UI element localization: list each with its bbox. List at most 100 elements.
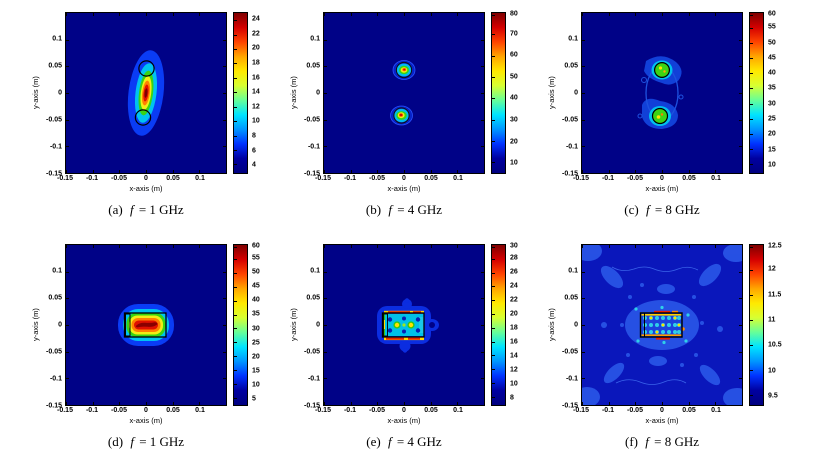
colorbar-gradient (492, 245, 505, 405)
x-tick-mark (66, 402, 67, 405)
x-tick-mark (146, 402, 147, 405)
y-tick-mark (739, 405, 742, 406)
y-tick-mark (582, 325, 585, 326)
x-tick-label: -0.05 (627, 175, 643, 182)
y-tick-mark (223, 325, 226, 326)
y-tick-mark (481, 146, 484, 148)
y-tick-mark (66, 378, 69, 380)
y-tick-mark (324, 39, 327, 41)
x-tick-label: 0 (660, 175, 664, 182)
x-tick-labels: -0.15 -0.1 -0.05 0 0.05 0.1 (573, 174, 743, 184)
x-tick-mark (635, 13, 637, 16)
x-tick-mark (324, 402, 325, 405)
y-tick-mark (223, 119, 226, 121)
colorbar-tick-label: 26 (510, 268, 518, 276)
x-tick-mark (688, 170, 690, 173)
colorbar-tick-mark (750, 103, 753, 105)
x-tick-mark (199, 402, 201, 405)
y-tick-mark (223, 271, 226, 273)
x-tick-label: 0 (402, 175, 406, 182)
colorbar-tick-mark (234, 328, 237, 330)
caption-value: = 8 GHz (654, 434, 699, 449)
x-tick-label: -0.1 (343, 407, 357, 414)
colorbar-tick-mark (492, 382, 495, 384)
x-tick-mark (350, 245, 352, 248)
x-axis-label: x-axis (m) (129, 416, 163, 425)
colorbar-tick-label: 28 (510, 254, 518, 262)
colorbar-tick-mark (492, 355, 495, 357)
x-axis-label: x-axis (m) (645, 416, 679, 425)
colorbar-tick-mark (750, 247, 753, 249)
y-tick-mark (481, 173, 484, 174)
y-tick-labels: 0.1 0.05 0 -0.05 -0.1 -0.15 (41, 12, 65, 178)
y-tick-mark (223, 405, 226, 406)
colorbar-tick-label: 10 (252, 381, 260, 389)
colorbar-tick-label: 40 (252, 296, 260, 304)
colorbar-wrap: 24 22 20 18 16 14 12 10 8 6 4 (233, 12, 274, 174)
y-tick-mark (66, 351, 69, 353)
colorbar-tick-label: 30 (768, 100, 776, 108)
colorbar-tick-label: 10 (768, 367, 776, 375)
colorbar-tick-label: 30 (252, 325, 260, 333)
x-tick-label: 0.05 (166, 175, 180, 182)
subplot-caption: (c) f = 8 GHz (581, 202, 743, 218)
colorbar (233, 244, 248, 406)
plot-column: -0.15 -0.1 -0.05 0 0.05 0.1 x-axis (m) (a) f … (57, 12, 227, 218)
x-tick-mark (582, 13, 583, 16)
plot-column: -0.15 -0.1 -0.05 0 0.05 0.1 x-axis (m) (f) f … (573, 244, 743, 450)
x-tick-label: -0.05 (369, 407, 385, 414)
y-tick-label: -0.15 (304, 402, 320, 410)
colorbar-tick-label: 12 (510, 366, 518, 374)
colorbar-tick-label: 25 (252, 339, 260, 347)
colorbar-tick-mark (234, 92, 237, 94)
y-tick-mark (739, 173, 742, 174)
colorbar-tick-label: 60 (252, 242, 260, 250)
y-tick-mark (66, 173, 69, 174)
colorbar-gradient (750, 245, 763, 405)
subplot-grid: y-axis (m) 0.1 0.05 0 -0.05 -0.1 -0.15 (31, 10, 790, 450)
y-tick-label: -0.1 (307, 143, 320, 151)
y-tick-mark (739, 298, 742, 300)
heatmap-plot-area (581, 12, 743, 174)
y-tick-mark (582, 66, 585, 68)
y-tick-label: -0.05 (562, 116, 578, 124)
y-axis-label: y-axis (m) (289, 76, 298, 110)
caption-index: (b) (365, 202, 382, 217)
y-tick-label: 0 (316, 89, 320, 97)
x-tick-label: -0.15 (57, 407, 73, 414)
colorbar-tick-mark (234, 300, 237, 302)
x-tick-mark (377, 245, 379, 248)
colorbar-tick-labels: 12.5 12 11.5 11 10.5 10 9.5 (764, 243, 790, 406)
x-tick-labels: -0.15 -0.1 -0.05 0 0.05 0.1 (57, 174, 227, 184)
colorbar-tick-label: 35 (252, 310, 260, 318)
hotspot-lower (390, 105, 413, 126)
y-tick-mark (739, 146, 742, 148)
y-tick-mark (223, 378, 226, 380)
colorbar-tick-label: 24 (510, 282, 518, 290)
heatmap-canvas-d (66, 245, 226, 405)
hot-edges (384, 310, 424, 341)
y-tick-label: -0.05 (46, 348, 62, 356)
colorbar-tick-label: 22 (510, 296, 518, 304)
colorbar-tick-labels: 80 70 60 50 40 30 20 10 (506, 10, 532, 174)
colorbar-tick-label: 11.5 (768, 291, 782, 299)
colorbar-tick-label: 80 (510, 10, 518, 18)
x-tick-mark (377, 402, 379, 405)
y-tick-mark (324, 351, 327, 353)
x-tick-mark (430, 245, 432, 248)
x-tick-mark (715, 13, 717, 16)
y-tick-mark (66, 66, 69, 68)
y-tick-label: -0.15 (562, 170, 578, 178)
colorbar-tick-mark (750, 295, 753, 296)
y-tick-mark (739, 93, 742, 94)
colorbar-tick-label: 10.5 (768, 341, 782, 349)
x-tick-label: -0.15 (315, 175, 331, 182)
x-tick-mark (199, 13, 201, 16)
x-tick-mark (92, 402, 94, 405)
x-tick-labels: -0.15 -0.1 -0.05 0 0.05 0.1 (573, 406, 743, 416)
heatmap-plot-area (323, 12, 485, 174)
y-tick-mark (324, 325, 327, 326)
colorbar-tick-mark (750, 118, 753, 120)
x-tick-mark (662, 245, 663, 248)
y-tick-mark (66, 271, 69, 273)
